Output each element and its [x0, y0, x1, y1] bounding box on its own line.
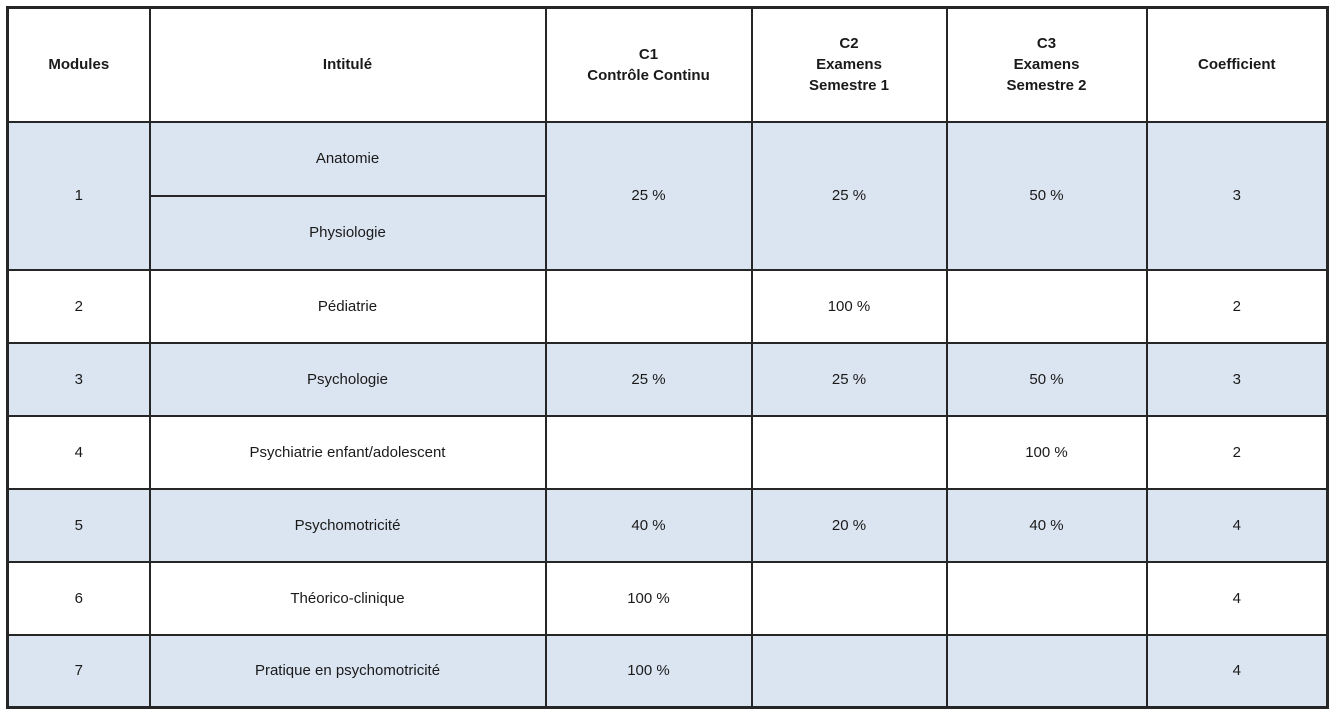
intitule-cell: Anatomie [148, 120, 547, 197]
c2-code: C2 [839, 35, 859, 53]
module-number-cell: 6 [6, 560, 151, 636]
c3-value-cell [945, 268, 1148, 344]
coefficient-cell: 3 [1145, 341, 1329, 417]
c1-value-cell: 100 % [544, 633, 753, 709]
coefficient-cell: 3 [1145, 120, 1329, 271]
c1-value-cell [544, 414, 753, 490]
table-row-module-2: 2 Pédiatrie 100 % 2 [6, 268, 1329, 344]
coefficient-cell: 2 [1145, 414, 1329, 490]
c1-value-cell: 25 % [544, 120, 753, 271]
c2-value-cell: 20 % [750, 487, 948, 563]
c2-value-cell: 100 % [750, 268, 948, 344]
module-number-cell: 1 [6, 120, 151, 271]
c3-value-cell: 100 % [945, 414, 1148, 490]
c3-value-cell: 40 % [945, 487, 1148, 563]
grading-table: Modules Intitulé C1 Contrôle Continu C2 … [6, 6, 1329, 709]
c3-label-line1: Examens [1013, 56, 1080, 74]
module-number-cell: 2 [6, 268, 151, 344]
header-row: Modules Intitulé C1 Contrôle Continu C2 … [6, 6, 1329, 123]
c1-label: Contrôle Continu [587, 66, 710, 84]
col-header-modules: Modules [6, 6, 151, 123]
c3-value-cell: 50 % [945, 341, 1148, 417]
c3-label-line2: Semestre 2 [1006, 77, 1087, 95]
c2-value-cell [750, 414, 948, 490]
module-number-cell: 3 [6, 341, 151, 417]
col-header-c2: C2 Examens Semestre 1 [750, 6, 948, 123]
col-header-coefficient: Coefficient [1145, 6, 1329, 123]
coefficient-cell: 4 [1145, 560, 1329, 636]
table-row-module-3: 3 Psychologie 25 % 25 % 50 % 3 [6, 341, 1329, 417]
c2-value-cell: 25 % [750, 120, 948, 271]
c2-value-cell [750, 560, 948, 636]
module-number-cell: 7 [6, 633, 151, 709]
intitule-cell: Physiologie [148, 194, 547, 271]
table-row-module-4: 4 Psychiatrie enfant/adolescent 100 % 2 [6, 414, 1329, 490]
c1-value-cell [544, 268, 753, 344]
coefficient-cell: 2 [1145, 268, 1329, 344]
table-row-module-6: 6 Théorico-clinique 100 % 4 [6, 560, 1329, 636]
intitule-cell: Psychologie [148, 341, 547, 417]
col-header-intitule: Intitulé [148, 6, 547, 123]
c1-value-cell: 25 % [544, 341, 753, 417]
intitule-cell: Pratique en psychomotricité [148, 633, 547, 709]
c1-code: C1 [638, 45, 659, 63]
intitule-cell: Théorico-clinique [148, 560, 547, 636]
c2-label-line2: Semestre 1 [808, 77, 890, 95]
c2-value-cell: 25 % [750, 341, 948, 417]
c2-label-line1: Examens [816, 56, 882, 74]
table-row-module-7: 7 Pratique en psychomotricité 100 % 4 [6, 633, 1329, 709]
module-number-cell: 5 [6, 487, 151, 563]
c2-value-cell [750, 633, 948, 709]
coefficient-cell: 4 [1145, 487, 1329, 563]
intitule-cell: Psychomotricité [148, 487, 547, 563]
table-row-module-1a: 1 Anatomie 25 % 25 % 50 % 3 [6, 120, 1329, 271]
c1-value-cell: 40 % [544, 487, 753, 563]
table-row-module-1b: Physiologie [8, 194, 1328, 271]
c3-value-cell: 50 % [945, 120, 1148, 271]
c3-code: C3 [1036, 35, 1057, 53]
c1-value-cell: 100 % [544, 560, 753, 636]
table-row-module-5: 5 Psychomotricité 40 % 20 % 40 % 4 [6, 487, 1329, 563]
coefficient-cell: 4 [1145, 633, 1329, 709]
intitule-cell: Pédiatrie [148, 268, 547, 344]
col-header-c1: C1 Contrôle Continu [544, 6, 753, 123]
module-number-cell: 4 [6, 414, 151, 490]
intitule-cell: Psychiatrie enfant/adolescent [148, 414, 547, 490]
col-header-c3: C3 Examens Semestre 2 [945, 6, 1148, 123]
c3-value-cell [945, 560, 1148, 636]
c3-value-cell [945, 633, 1148, 709]
